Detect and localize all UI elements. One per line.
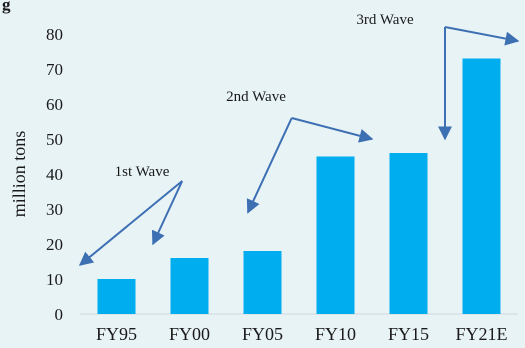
bar-fy95: [97, 279, 136, 314]
bar-fy21e: [462, 58, 501, 314]
bar-fy00: [170, 258, 209, 314]
x-axis: FY95 FY00 FY05 FY10 FY15 FY21E: [96, 324, 508, 344]
y-axis: 0 10 20 30 40 50 60 70 80: [46, 25, 63, 324]
y-tick-label: 70: [46, 60, 63, 79]
y-tick-label: 10: [46, 270, 63, 289]
x-tick-label: FY05: [242, 324, 283, 344]
y-tick-label: 50: [46, 130, 63, 149]
annotation-3rd-wave-label: 3rd Wave: [356, 12, 414, 28]
y-tick-label: 30: [46, 200, 63, 219]
y-axis-title: million tons: [9, 131, 29, 218]
bar-fy15: [389, 153, 428, 314]
annotation-2nd-wave-arrow-1: [246, 117, 293, 214]
annotation-2nd-wave-arrow-2: [291, 117, 374, 143]
x-tick-label: FY21E: [455, 324, 507, 344]
y-tick-label: 60: [46, 95, 63, 114]
annotations: 1st Wave 2nd Wave 3rd Wave: [78, 12, 520, 266]
annotation-1st-wave-arrow-1: [78, 180, 183, 266]
annotation-2nd-wave-label: 2nd Wave: [226, 89, 286, 105]
annotation-1st-wave-label: 1st Wave: [115, 164, 170, 180]
y-tick-label: 20: [46, 235, 63, 254]
x-tick-label: FY00: [169, 324, 210, 344]
y-tick-label: 40: [46, 165, 63, 184]
bar-fy10: [316, 156, 355, 314]
y-tick-label: 0: [55, 305, 64, 324]
x-tick-label: FY95: [96, 324, 137, 344]
y-tick-label: 80: [46, 25, 63, 44]
annotation-1st-wave-arrow-2: [151, 180, 184, 246]
annotation-3rd-wave-arrow-2: [444, 26, 520, 46]
bars: [97, 58, 501, 314]
chart-title-fragment: g: [2, 0, 11, 14]
x-tick-label: FY15: [388, 324, 429, 344]
bar-fy05: [243, 251, 282, 314]
x-tick-label: FY10: [315, 324, 356, 344]
